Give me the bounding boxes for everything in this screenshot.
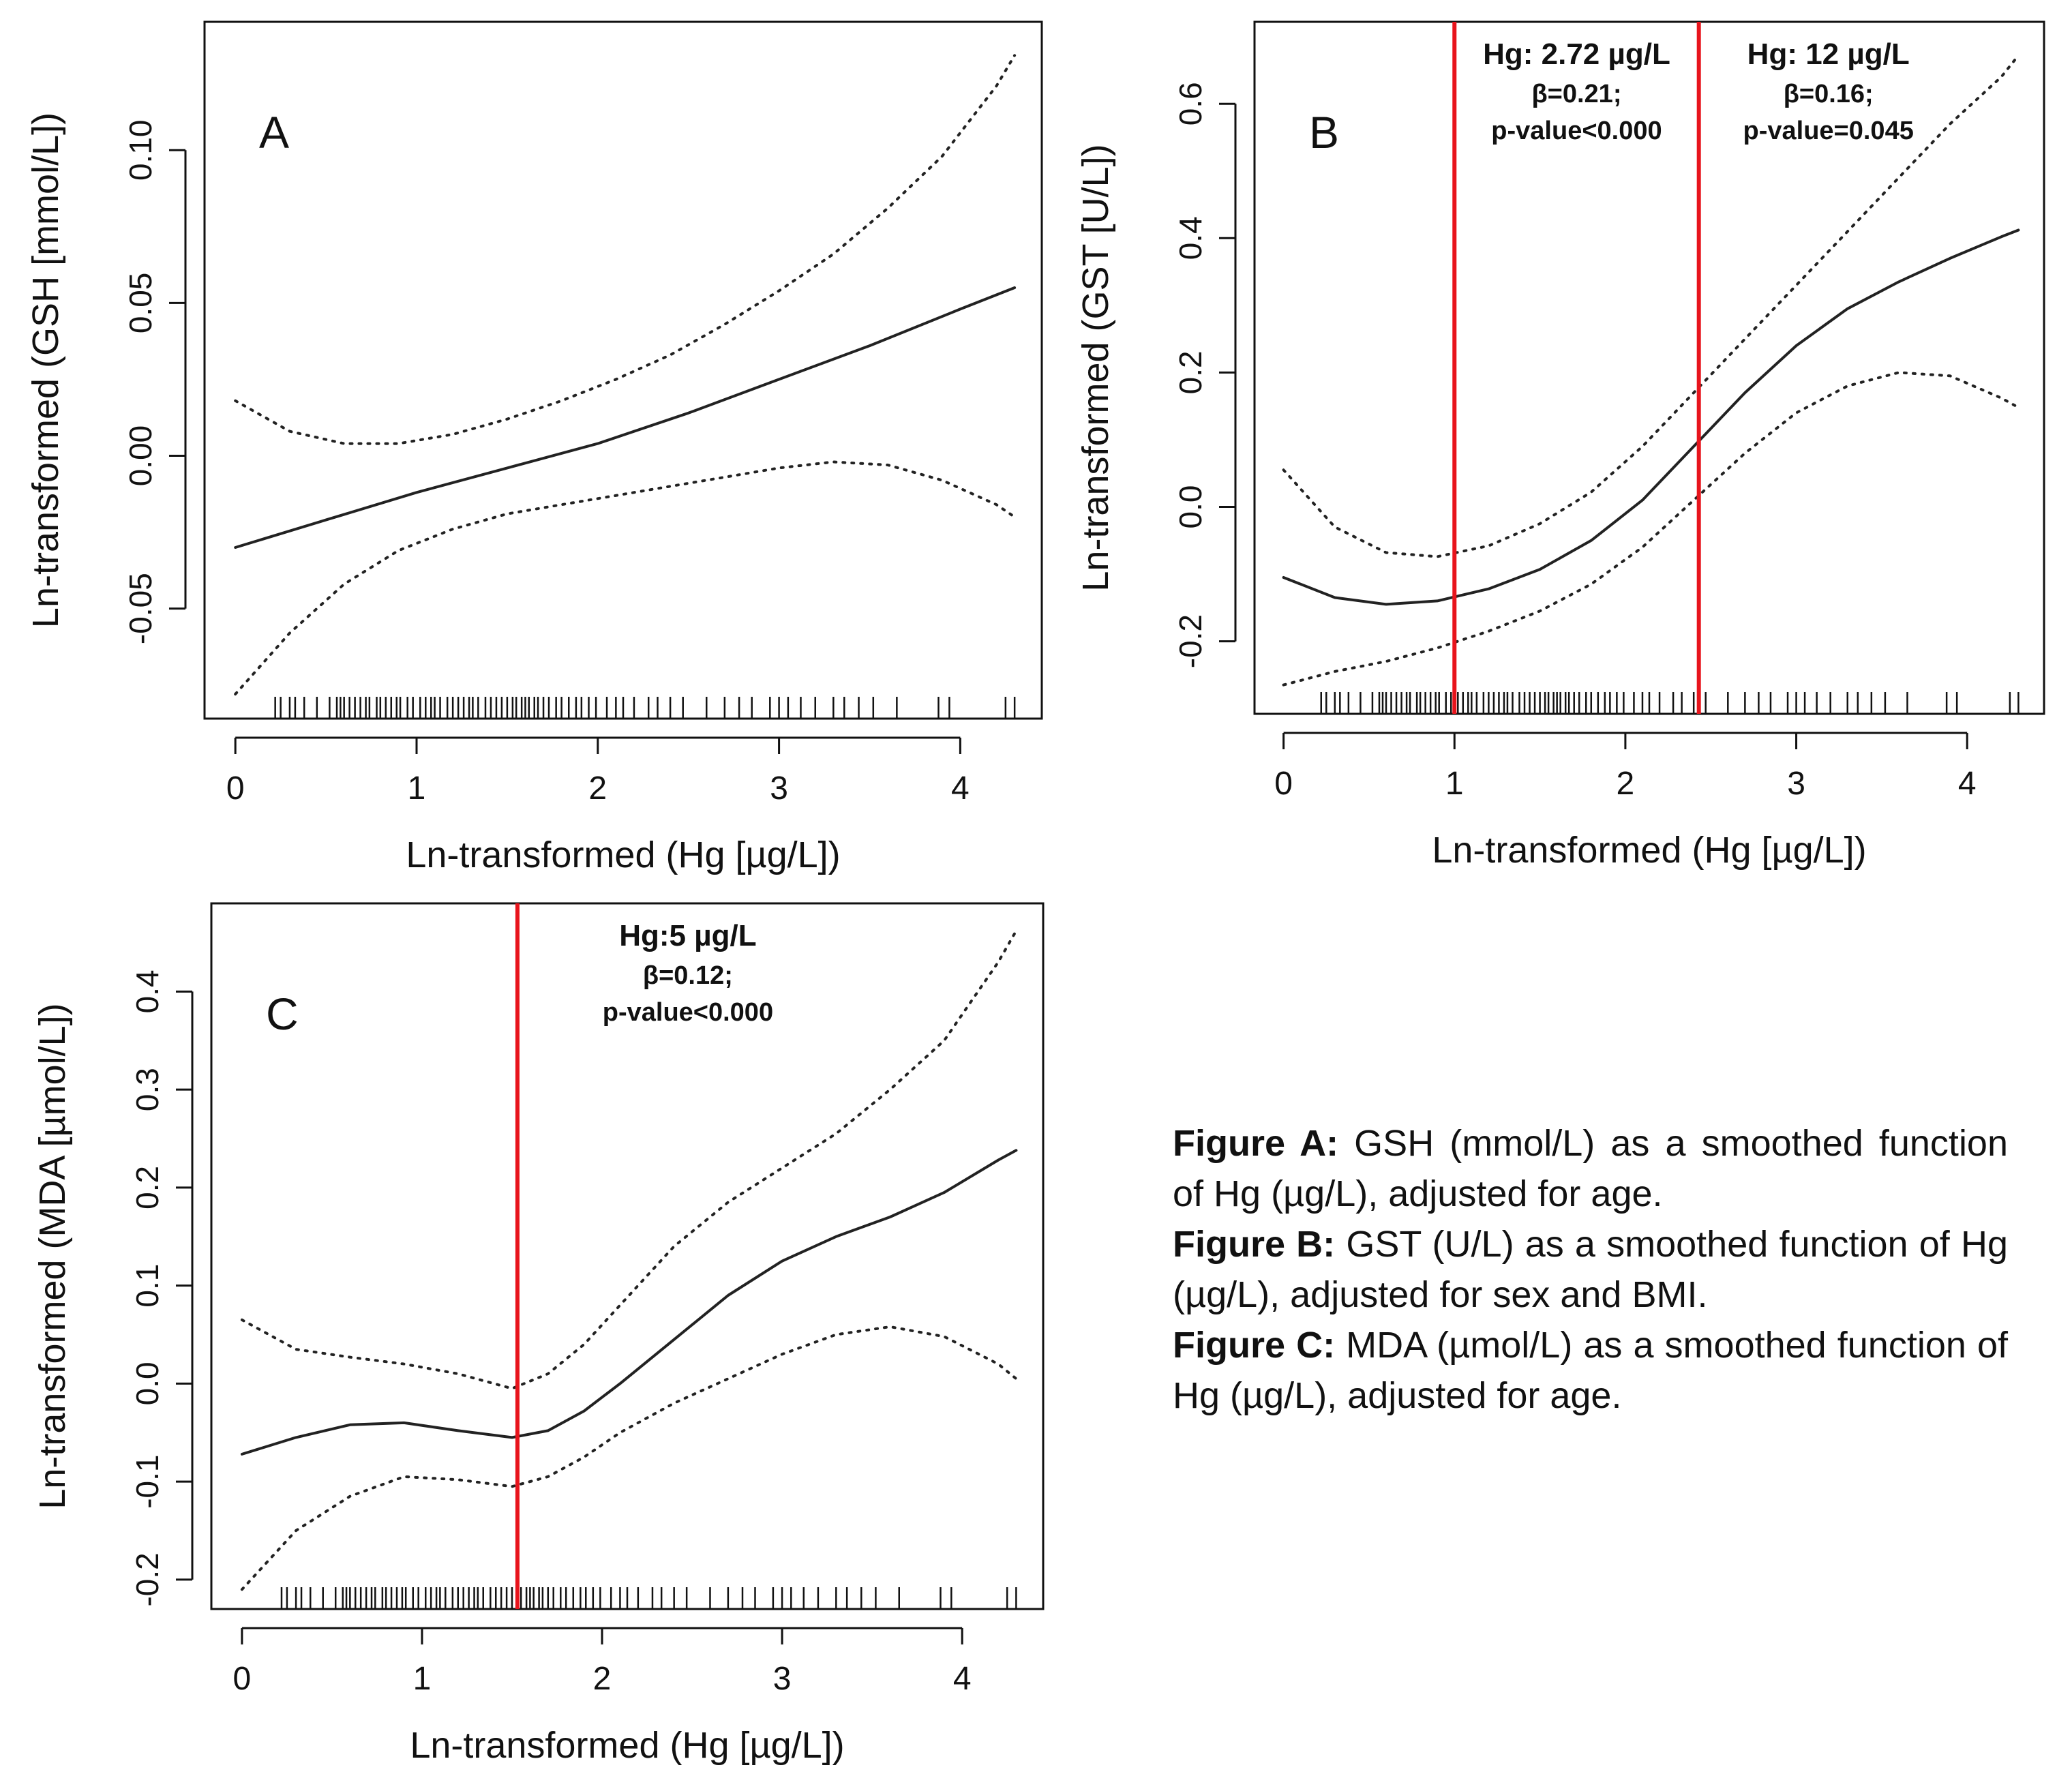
panel-b-estimate-line — [1282, 228, 2020, 606]
panel-c-y-tick-label: 0.3 — [130, 1068, 165, 1111]
panel-c-y-tick-label: 0.1 — [130, 1264, 165, 1308]
panel-b-annotation-line: p-value=0.045 — [1743, 117, 1914, 145]
panel-b-annotation-line: p-value<0.000 — [1491, 117, 1662, 145]
panel-b-annotation-line: Hg: 2.72 µg/L — [1483, 37, 1670, 71]
figure-caption: Figure A: GSH (mmol/L) as a smoothed fun… — [1173, 1118, 2008, 1421]
panel-c-letter: C — [266, 989, 299, 1039]
panel-b-x-axis-label: Ln-transformed (Hg [µg/L]) — [1432, 830, 1866, 871]
panel-c-y-tick-label: 0.4 — [130, 969, 165, 1013]
panel-a-y-tick-label: -0.05 — [123, 573, 158, 644]
panel-a-y-tick-label: 0.05 — [123, 273, 158, 334]
panel-a-y-axis-label: Ln-transformed (GSH [mmol/L]) — [25, 112, 66, 628]
panel-a-y-tick-label: 0.00 — [123, 425, 158, 487]
panel-c-annotation-line: p-value<0.000 — [603, 998, 773, 1027]
caption-label-c: Figure C: — [1173, 1325, 1336, 1366]
panel-b-y-tick-label: 0.0 — [1173, 485, 1208, 529]
panel-a-x-tick-label: 0 — [226, 770, 245, 807]
panel-c-lower-ci-line — [240, 1325, 1018, 1591]
panel-a-chart: 0 1 2 3 4 Ln-transformed (Hg [µg/L]) -0.05 0.00… — [25, 20, 1043, 875]
panel-c-y-axis-label: Ln-transformed (MDA [µmol/L]) — [32, 1003, 73, 1509]
panel-c-x-axis-label: Ln-transformed (Hg [µg/L]) — [410, 1725, 844, 1766]
caption-item-c: Figure C: MDA (µmol/L) as a smoothed fun… — [1173, 1320, 2008, 1421]
panel-b-upper-ci-line — [1282, 54, 2020, 558]
panel-b-y-tick-label: 0.2 — [1173, 350, 1208, 394]
caption-label-b: Figure B: — [1173, 1224, 1336, 1265]
panel-b-annotation-line: β=0.16; — [1784, 80, 1874, 108]
panel-a-x-tick-label: 2 — [588, 770, 607, 807]
panel-b-x-tick-label: 1 — [1445, 766, 1464, 802]
panel-a-x-tick-label: 4 — [951, 770, 970, 807]
caption-text-c: MDA (µmol/L) as a smoothed function of H… — [1173, 1325, 2008, 1416]
panel-c-x-tick-label: 4 — [953, 1661, 972, 1697]
panel-c-x-tick-label: 2 — [593, 1661, 612, 1697]
panel-c-annotation-line: β=0.12; — [643, 961, 733, 990]
panel-a-frame — [203, 20, 1043, 720]
panel-c-x-tick-label: 0 — [233, 1661, 252, 1697]
panel-c-y-tick-label: -0.1 — [130, 1454, 165, 1508]
panel-b-chart: 0 1 2 3 4 Ln-transformed (Hg [µg/L]) -0.2 0.0 0.… — [1075, 20, 2045, 871]
panel-c-chart: 0 1 2 3 4 Ln-transformed (Hg [µg/L]) -0.2 -0.1 0… — [32, 902, 1045, 1766]
caption-item-a: Figure A: GSH (mmol/L) as a smoothed fun… — [1173, 1118, 2008, 1219]
panel-a-x-tick-label: 3 — [770, 770, 788, 807]
panel-b-x-tick-label: 3 — [1787, 766, 1805, 802]
panel-a-upper-ci-line — [234, 54, 1017, 445]
panel-b-annotation-line: Hg: 12 µg/L — [1747, 37, 1910, 71]
panel-b-x-tick-label: 2 — [1617, 766, 1635, 802]
panel-a-x-tick-label: 1 — [408, 770, 426, 807]
panel-c-y-tick-label: 0.0 — [130, 1362, 165, 1405]
panel-a-estimate-line — [234, 286, 1017, 549]
panel-a-y-tick-label: 0.10 — [123, 119, 158, 181]
caption-item-b: Figure B: GST (U/L) as a smoothed functi… — [1173, 1219, 2008, 1320]
panel-c-y-tick-label: 0.2 — [130, 1166, 165, 1209]
panel-b-lower-ci-line — [1282, 371, 2020, 687]
panel-c-annotation-line: Hg:5 µg/L — [619, 919, 756, 952]
panel-b-y-tick-label: 0.6 — [1173, 82, 1208, 125]
panel-b-x-tick-label: 0 — [1274, 766, 1293, 802]
panel-b-letter: B — [1309, 107, 1339, 157]
panel-b-x-tick-label: 4 — [1958, 766, 1977, 802]
panel-c-x-tick-label: 1 — [413, 1661, 432, 1697]
panel-a-lower-ci-line — [234, 460, 1017, 696]
panel-b-y-axis-label: Ln-transformed (GST [U/L]) — [1075, 144, 1116, 591]
caption-text-b: GST (U/L) as a smoothed function of Hg (… — [1173, 1224, 2008, 1315]
panel-c-y-tick-label: -0.2 — [130, 1552, 165, 1606]
panel-b-y-tick-label: 0.4 — [1173, 216, 1208, 260]
panel-c-upper-ci-line — [240, 929, 1018, 1390]
panel-b-annotation-line: β=0.21; — [1531, 80, 1621, 108]
panel-a-x-axis-label: Ln-transformed (Hg [µg/L]) — [406, 835, 840, 875]
caption-label-a: Figure A: — [1173, 1123, 1339, 1164]
panel-c-estimate-line — [240, 1149, 1018, 1456]
panel-c-x-tick-label: 3 — [773, 1661, 792, 1697]
caption-text-a: GSH (mmol/L) as a smoothed function of H… — [1173, 1123, 2008, 1214]
panel-b-y-tick-label: -0.2 — [1173, 614, 1208, 668]
panel-a-letter: A — [259, 107, 289, 157]
